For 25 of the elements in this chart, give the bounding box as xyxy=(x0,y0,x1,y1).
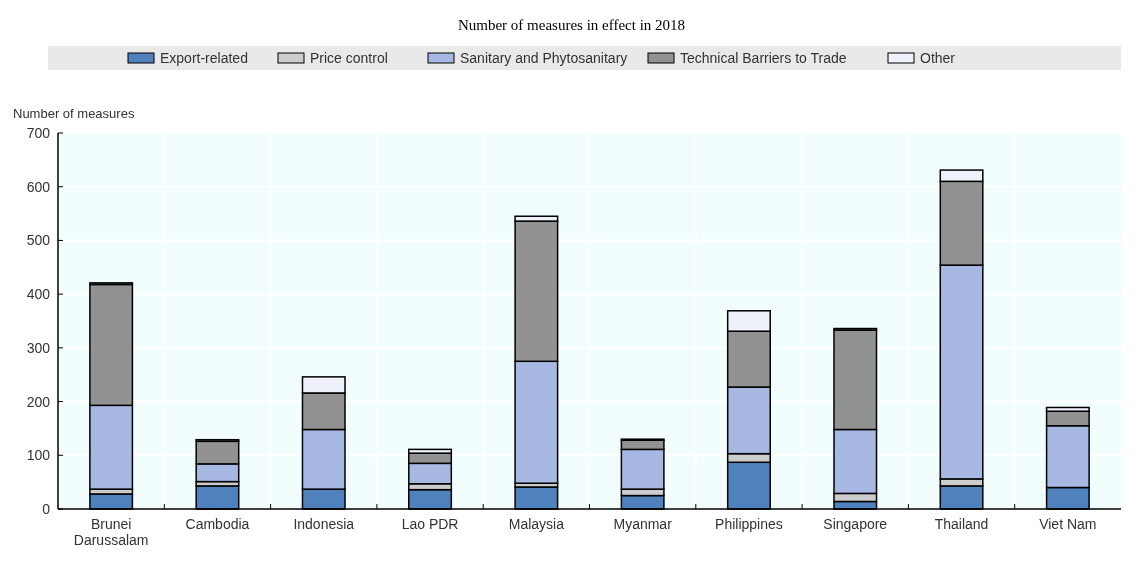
y-tick-label: 0 xyxy=(42,501,51,517)
y-tick-label: 500 xyxy=(26,232,51,249)
legend-label: Price control xyxy=(310,49,388,66)
legend-label: Sanitary and Phytosanitary xyxy=(460,49,628,66)
x-tick-label: Viet Nam xyxy=(1039,516,1097,532)
y-tick-label: 600 xyxy=(26,178,51,195)
y-tick-label: 200 xyxy=(26,393,51,410)
y-axis-title: Number of measures xyxy=(13,106,135,121)
x-tick-label: Malaysia xyxy=(508,516,565,532)
legend-label: Other xyxy=(920,49,956,66)
x-tick-label: Singapore xyxy=(823,516,888,532)
y-tick-label: 100 xyxy=(26,447,51,464)
x-tick-label: Brunei Darussalam xyxy=(73,516,149,548)
y-tick-label: 700 xyxy=(26,125,51,141)
x-tick-label: Thailand xyxy=(934,516,989,532)
x-tick-label: Lao PDR xyxy=(401,516,459,532)
x-tick-label: Cambodia xyxy=(185,516,250,532)
legend-label: Technical Barriers to Trade xyxy=(680,49,847,66)
x-tick-label: Philippines xyxy=(715,516,783,532)
x-tick-label: Indonesia xyxy=(293,516,355,532)
chart-title: Number of measures in effect in 2018 xyxy=(457,17,686,33)
legend-label: Export-related xyxy=(160,49,248,66)
y-tick-label: 300 xyxy=(26,339,51,356)
x-tick-label: Myanmar xyxy=(613,516,673,532)
y-tick-label: 400 xyxy=(26,286,51,303)
